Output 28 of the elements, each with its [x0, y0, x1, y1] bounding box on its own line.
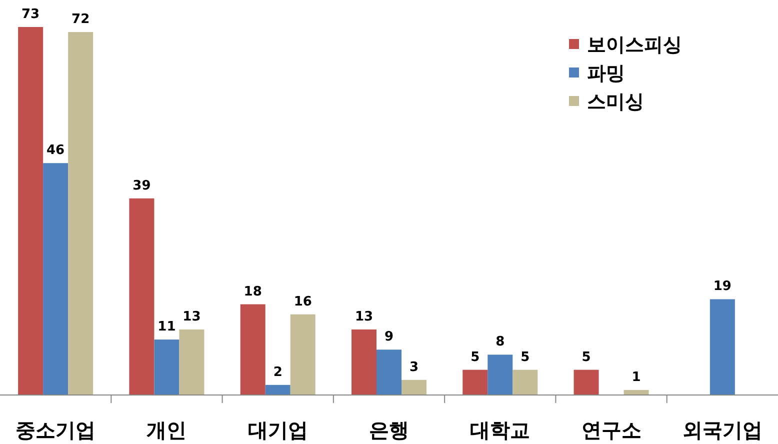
data-label: 39: [132, 178, 151, 194]
data-label: 5: [470, 350, 480, 365]
legend-label: 스미싱: [587, 91, 644, 113]
data-label: 18: [244, 284, 262, 300]
data-label: 11: [158, 320, 176, 335]
data-label: 13: [182, 309, 201, 324]
x-tick-label: 개인: [146, 418, 187, 442]
data-label: 19: [713, 279, 732, 294]
legend-label: 보이스피싱: [587, 34, 682, 56]
data-label: 9: [384, 330, 394, 345]
data-label: 5: [582, 350, 591, 365]
data-label: 16: [294, 294, 312, 310]
data-label: 8: [496, 334, 505, 350]
data-label: 5: [520, 350, 530, 365]
x-tick-label: 대학교: [470, 418, 530, 442]
data-label: 13: [354, 309, 374, 324]
data-label: 72: [72, 12, 90, 28]
x-tick-label: 은행: [369, 418, 409, 442]
data-label: 2: [273, 364, 282, 380]
data-label: 73: [22, 7, 40, 22]
data-label: 1: [632, 370, 641, 385]
x-tick-label: 중소기업: [16, 418, 96, 442]
legend-label: 파밍: [587, 62, 625, 84]
x-tick-label: 대기업: [248, 418, 308, 442]
data-label: 3: [409, 360, 419, 375]
data-label: 46: [46, 143, 65, 158]
x-tick-label: 외국기업: [682, 418, 762, 442]
x-tick-label: 연구소: [581, 418, 642, 442]
